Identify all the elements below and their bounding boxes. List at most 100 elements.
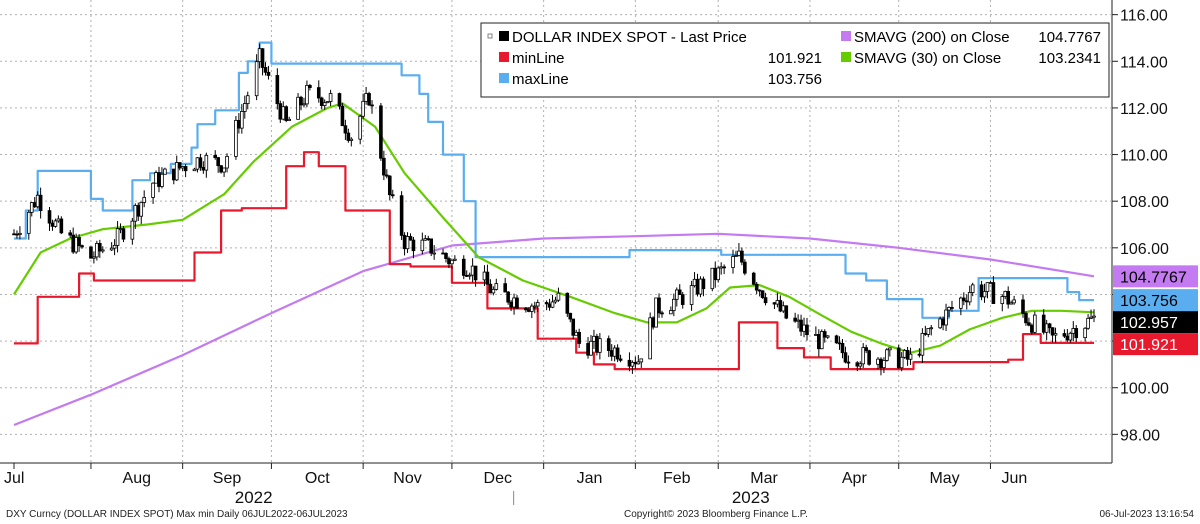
candle-body (556, 292, 561, 301)
candle-body (89, 246, 93, 259)
candle-body (751, 272, 756, 285)
candle-body (606, 338, 611, 351)
candle-body (855, 362, 860, 367)
y-tick-label: 112.00 (1120, 101, 1168, 118)
candle-body (669, 310, 673, 315)
candle-body (1092, 315, 1096, 318)
candle-body (201, 167, 206, 171)
candle-body (988, 282, 993, 284)
series-line-smavg (13, 102, 1095, 354)
candle-body (701, 278, 706, 290)
x-tick-label: Aug (123, 470, 151, 487)
candle-body (296, 96, 300, 120)
x-tick-label: Jun (1002, 470, 1028, 487)
candle-body (370, 104, 374, 107)
candle-body (920, 332, 925, 356)
candle-body (222, 167, 226, 173)
y-tick-label: 110.00 (1120, 148, 1168, 165)
candle-body (571, 318, 576, 336)
candle-body (192, 168, 197, 172)
year-label: 2023 (732, 488, 770, 507)
candle-body (719, 266, 723, 269)
candle-body (453, 258, 457, 261)
footer-right: 06-Jul-2023 13:16:54 (1099, 509, 1194, 520)
candle-body (577, 331, 581, 344)
legend-label: minLine (512, 50, 565, 67)
candle-body (574, 331, 578, 336)
candle-body (263, 67, 268, 73)
candle-body (524, 307, 528, 311)
candle-body (876, 358, 880, 365)
candle-body (59, 218, 64, 234)
candle-body (837, 342, 842, 345)
candle-body (763, 297, 768, 304)
candle-body (328, 93, 333, 102)
candle-body (908, 353, 913, 360)
candle-body (775, 300, 780, 305)
candle-body (343, 125, 348, 134)
gridlines (0, 0, 1113, 464)
price-candles (12, 43, 1096, 376)
candle-body (627, 359, 632, 367)
candle-body (1065, 335, 1070, 341)
candle-body (967, 292, 972, 303)
value-badge-text: 103.756 (1120, 293, 1178, 310)
candle-body (287, 118, 291, 121)
legend-handle-icon (487, 33, 493, 39)
candle-body (760, 290, 765, 299)
candle-body (390, 194, 395, 197)
footer-left: DXY Curncy (DOLLAR INDEX SPOT) Max min D… (6, 509, 348, 520)
candle-body (266, 71, 271, 76)
candle-body (399, 195, 404, 236)
candle-body (846, 361, 851, 364)
candle-body (985, 282, 990, 292)
candle-body (1012, 299, 1016, 304)
candle-body (47, 210, 52, 224)
candle-body (926, 328, 931, 335)
candle-body (1027, 322, 1031, 326)
x-tick-label: Mar (750, 470, 778, 487)
candle-body (636, 361, 641, 365)
y-tick-label: 114.00 (1120, 54, 1168, 71)
candle-body (716, 267, 721, 281)
candle-body (420, 239, 425, 252)
candle-body (154, 172, 158, 184)
candle-body (630, 361, 635, 367)
candle-body (1041, 314, 1046, 333)
candle-body (553, 299, 558, 303)
candle-body (905, 349, 910, 360)
candle-body (677, 289, 682, 295)
candle-body (864, 347, 868, 352)
legend: DOLLAR INDEX SPOT - Last Price minLine 101… (480, 22, 1110, 98)
candle-body (426, 238, 431, 241)
candle-body (672, 298, 676, 311)
candle-body (817, 334, 821, 350)
candle-body (387, 175, 392, 196)
candle-body (32, 202, 37, 208)
candle-body (503, 283, 507, 293)
candle-body (882, 360, 886, 369)
value-badge-text: 101.921 (1120, 337, 1178, 354)
candle-body (861, 347, 866, 365)
candle-body (242, 103, 247, 112)
candle-body (254, 61, 259, 97)
candle-body (902, 349, 907, 358)
candle-body (530, 305, 534, 312)
candle-body (379, 105, 383, 159)
candle-body (213, 154, 218, 158)
legend-box (480, 22, 1110, 98)
candle-body (1006, 291, 1010, 305)
candle-body (1068, 332, 1073, 341)
last-value-badges: 104.7767 103.756 102.957 101.921 (1113, 265, 1198, 356)
candle-body (929, 327, 934, 330)
candle-body (843, 352, 848, 363)
candle-body (429, 238, 434, 254)
candle-body (408, 236, 413, 241)
x-tick-label: Jan (577, 470, 603, 487)
candle-body (710, 267, 715, 290)
x-tick-label: Feb (663, 470, 691, 487)
candle-body (757, 289, 762, 292)
series-line-smavg (13, 232, 1095, 427)
candle-body (299, 96, 303, 106)
candle-body (305, 84, 309, 105)
